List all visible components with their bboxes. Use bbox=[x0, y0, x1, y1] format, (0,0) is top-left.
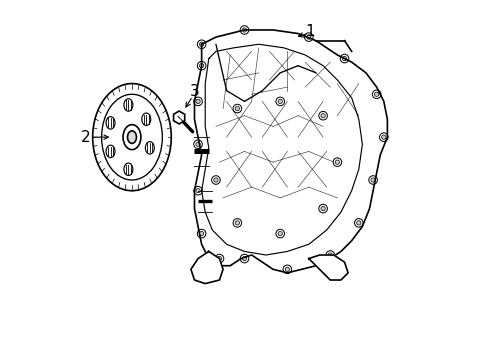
Circle shape bbox=[199, 42, 203, 46]
Circle shape bbox=[372, 90, 380, 99]
Circle shape bbox=[199, 64, 203, 68]
Ellipse shape bbox=[93, 84, 171, 191]
Circle shape bbox=[200, 268, 209, 278]
Ellipse shape bbox=[142, 113, 150, 126]
Circle shape bbox=[370, 178, 374, 182]
Circle shape bbox=[199, 231, 203, 236]
Circle shape bbox=[215, 254, 224, 263]
Circle shape bbox=[275, 229, 284, 238]
Polygon shape bbox=[194, 30, 386, 273]
Circle shape bbox=[211, 176, 220, 184]
Circle shape bbox=[233, 104, 241, 113]
Circle shape bbox=[193, 186, 202, 195]
Circle shape bbox=[196, 142, 200, 147]
Circle shape bbox=[217, 256, 221, 261]
Circle shape bbox=[320, 113, 325, 118]
Circle shape bbox=[197, 62, 205, 70]
Ellipse shape bbox=[106, 117, 115, 129]
Circle shape bbox=[342, 57, 346, 61]
Ellipse shape bbox=[127, 131, 136, 143]
Ellipse shape bbox=[123, 125, 141, 150]
Circle shape bbox=[327, 253, 332, 257]
Circle shape bbox=[374, 92, 378, 96]
Circle shape bbox=[197, 229, 205, 238]
Circle shape bbox=[325, 251, 334, 259]
Circle shape bbox=[283, 265, 291, 274]
Circle shape bbox=[193, 97, 202, 106]
Circle shape bbox=[304, 33, 312, 41]
Circle shape bbox=[240, 26, 248, 34]
Circle shape bbox=[368, 176, 377, 184]
Polygon shape bbox=[190, 251, 223, 284]
Circle shape bbox=[318, 111, 326, 120]
Circle shape bbox=[340, 54, 348, 63]
Text: 3: 3 bbox=[189, 84, 199, 99]
Text: 2: 2 bbox=[81, 130, 90, 145]
Circle shape bbox=[326, 266, 336, 276]
Circle shape bbox=[197, 40, 205, 49]
Text: 1: 1 bbox=[305, 24, 315, 39]
Circle shape bbox=[335, 160, 339, 164]
Circle shape bbox=[242, 28, 246, 32]
Circle shape bbox=[213, 178, 218, 182]
Polygon shape bbox=[308, 255, 347, 280]
Circle shape bbox=[235, 221, 239, 225]
Circle shape bbox=[381, 135, 385, 139]
Circle shape bbox=[242, 256, 246, 261]
Circle shape bbox=[278, 99, 282, 104]
Ellipse shape bbox=[145, 141, 154, 154]
Circle shape bbox=[332, 158, 341, 166]
Circle shape bbox=[318, 204, 326, 213]
Circle shape bbox=[306, 35, 310, 39]
Circle shape bbox=[275, 97, 284, 106]
Ellipse shape bbox=[102, 94, 162, 180]
Ellipse shape bbox=[106, 145, 115, 158]
Circle shape bbox=[320, 206, 325, 211]
Circle shape bbox=[235, 107, 239, 111]
Circle shape bbox=[233, 219, 241, 227]
Circle shape bbox=[285, 267, 289, 271]
Circle shape bbox=[240, 254, 248, 263]
Circle shape bbox=[356, 221, 360, 225]
Circle shape bbox=[278, 231, 282, 236]
Ellipse shape bbox=[123, 163, 133, 176]
Ellipse shape bbox=[123, 99, 133, 111]
Circle shape bbox=[193, 140, 202, 149]
Circle shape bbox=[354, 219, 363, 227]
Circle shape bbox=[196, 189, 200, 193]
Circle shape bbox=[196, 99, 200, 104]
Circle shape bbox=[379, 133, 387, 141]
